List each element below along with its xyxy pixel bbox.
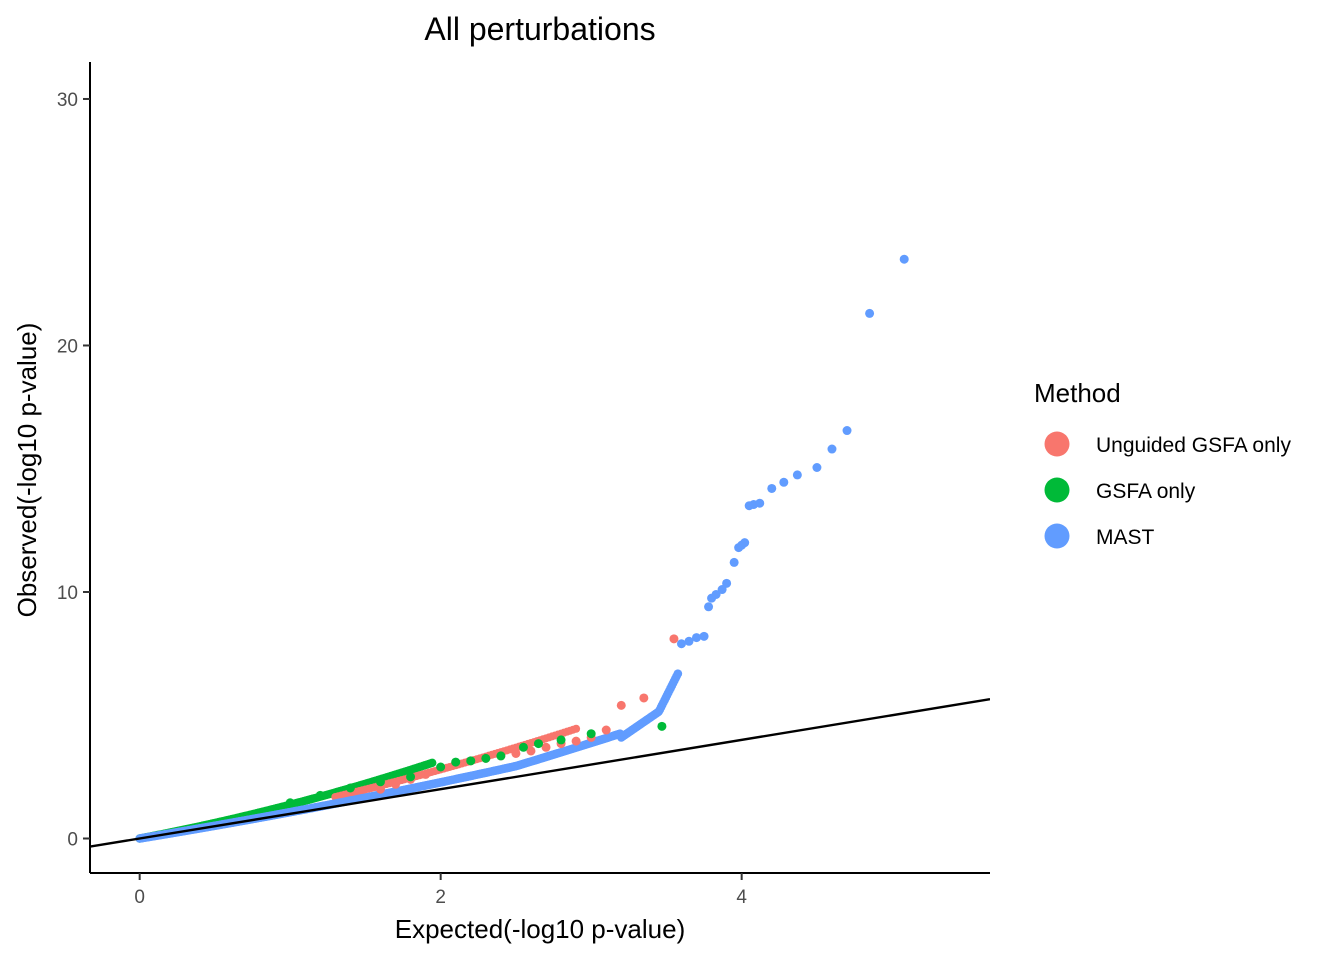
y-tick-label: 0 [67,829,78,850]
data-point [511,748,521,758]
data-point [704,602,714,612]
data-point [466,756,476,766]
data-point [827,444,837,454]
x-tick-label: 4 [736,887,747,908]
dense-point [673,669,683,678]
data-point [518,742,528,752]
y-tick-label: 10 [57,583,78,604]
data-point [571,736,581,746]
data-point [406,772,416,782]
data-point [899,254,909,264]
data-point [792,470,802,480]
data-point [812,463,822,472]
mast-dense-points [135,669,683,843]
data-point [865,308,875,318]
data-point [315,790,325,800]
data-point [639,693,649,703]
data-point [684,636,694,646]
y-axis-title: Observed(-log10 p-value) [12,323,42,618]
reference-line [90,698,990,848]
series-2 [676,254,909,649]
data-point [616,700,626,710]
legend-label: Unguided GSFA only [1096,434,1291,457]
data-point [526,746,536,756]
data-point [699,631,709,641]
legend-key [1044,523,1070,549]
y-tick-label: 20 [57,336,78,357]
data-point [375,777,385,787]
chart-title: All perturbations [424,11,655,47]
data-point [421,769,431,779]
data-point [767,483,777,493]
dense-point [428,758,437,768]
legend-label: GSFA only [1096,480,1196,503]
data-point [541,742,551,752]
data-point [842,426,852,436]
data-point [586,729,596,739]
series-1 [285,721,667,808]
legend-key [1044,477,1070,503]
data-point [740,538,750,548]
axes: 0 2 4 0 10 20 30 [57,62,990,908]
legend-label: MAST [1096,526,1155,549]
data-point [496,751,506,761]
data-point [345,783,355,793]
data-point [601,725,611,735]
data-point [451,757,461,767]
data-point [481,753,491,763]
data-point [556,735,566,745]
data-point [285,798,295,808]
x-axis-title: Expected(-log10 p-value) [395,914,686,944]
data-point [722,578,732,588]
legend-key [1044,431,1070,457]
data-point [755,498,765,508]
data-point [692,633,702,643]
plot-panel [90,254,990,848]
data-point [779,477,789,487]
data-point [375,784,385,794]
x-tick-label: 0 [134,887,145,908]
data-point [729,557,739,567]
data-point [669,634,679,644]
data-point [436,762,446,772]
data-point [391,779,401,789]
x-tick-label: 2 [435,887,446,908]
y-tick-label: 30 [57,90,78,111]
dense-point [572,724,581,733]
data-point [676,639,686,649]
data-point [711,589,721,599]
legend-title: Method [1034,378,1121,408]
data-point [657,721,667,731]
data-point [533,739,543,749]
legend: Method Unguided GSFA only GSFA only MAST [1034,378,1291,549]
data-point [717,585,727,595]
